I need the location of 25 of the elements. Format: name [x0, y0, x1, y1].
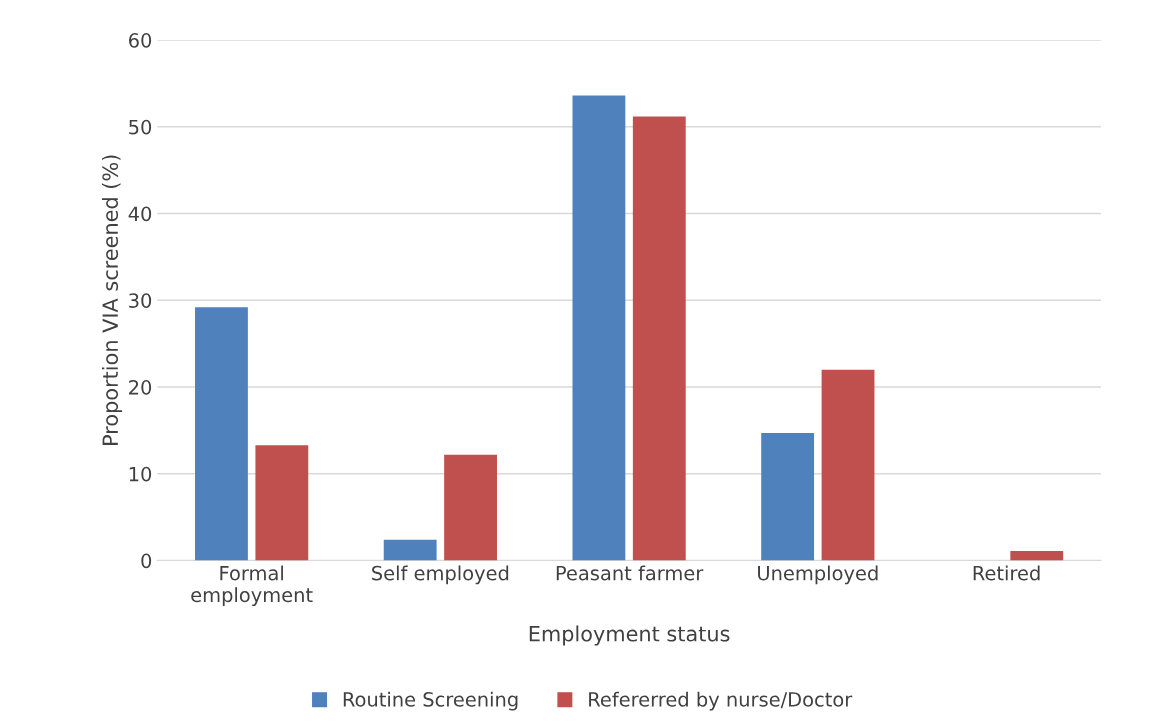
x-tick-label: Retired [973, 565, 1040, 581]
y-tick-label: 50 [129, 119, 152, 135]
y-tick-label: 20 [129, 380, 152, 395]
bar [383, 539, 437, 561]
x-tick-label: Peasant farmer [556, 565, 704, 581]
bar [1010, 551, 1064, 561]
y-tick-label: 30 [129, 293, 152, 308]
bar [632, 116, 686, 561]
y-tick-label: 40 [128, 206, 152, 222]
x-tick-label: Formal employment [191, 565, 313, 607]
legend-label: Routine Screening [343, 691, 518, 711]
x-axis-title: Employment status [529, 625, 730, 646]
x-tick-label: Unemployed [758, 565, 878, 585]
y-tick-label: 60 [129, 33, 152, 48]
bar [255, 445, 309, 561]
bar [572, 95, 626, 561]
bar [761, 433, 815, 561]
x-tick-label: Self employed [372, 565, 509, 585]
y-tick-label: 10 [129, 466, 152, 482]
bar [444, 454, 497, 561]
bar [821, 369, 875, 561]
bar [195, 307, 248, 561]
y-axis-title: Proportion VIA screened (%) [101, 155, 123, 445]
legend-label: Refererred by nurse/Doctor [589, 691, 853, 711]
y-tick-label: 0 [141, 553, 152, 569]
